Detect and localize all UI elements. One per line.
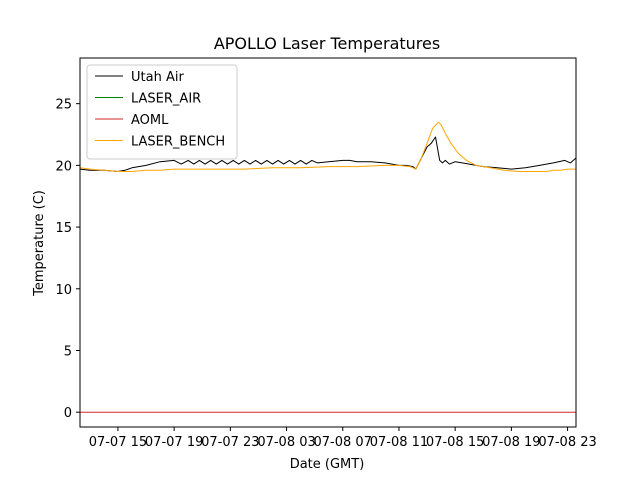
x-tick-label: 07-08 15 xyxy=(426,435,484,450)
x-tick-label: 07-08 07 xyxy=(314,435,372,450)
x-tick-label: 07-08 11 xyxy=(370,435,428,450)
series-line-laser-bench xyxy=(80,121,576,172)
x-tick-label: 07-07 23 xyxy=(201,435,259,450)
series-line-utah-air xyxy=(80,136,576,172)
x-tick-label: 07-07 19 xyxy=(145,435,203,450)
y-axis-ticks: 0 5 10 15 20 25 xyxy=(55,98,80,421)
legend-label-laser-bench: LASER_BENCH xyxy=(131,135,225,150)
legend-label-utah-air: Utah Air xyxy=(131,70,184,85)
x-tick-label: 07-07 15 xyxy=(89,435,147,450)
y-tick-label: 20 xyxy=(55,159,72,174)
axes-frame xyxy=(79,57,577,428)
y-tick-label: 25 xyxy=(55,98,72,113)
legend-box xyxy=(86,64,238,160)
legend-label-laser-air: LASER_AIR xyxy=(131,92,201,107)
x-axis-label: Date (GMT) xyxy=(290,457,365,472)
x-tick-label: 07-08 23 xyxy=(538,435,596,450)
y-axis-label: Temperature (C) xyxy=(32,190,47,297)
x-tick-label: 07-08 19 xyxy=(482,435,540,450)
y-tick-label: 0 xyxy=(64,406,72,421)
y-tick-label: 5 xyxy=(64,344,72,359)
series-group xyxy=(80,121,576,413)
y-tick-label: 15 xyxy=(55,221,72,236)
y-tick-label: 10 xyxy=(55,283,72,298)
chart-title: APOLLO Laser Temperatures xyxy=(214,34,440,53)
legend-label-aoml: AOML xyxy=(131,113,169,128)
legend: Utah Air LASER_AIR AOML LASER_BENCH xyxy=(86,64,238,160)
plot-area xyxy=(79,57,577,428)
x-tick-label: 07-08 03 xyxy=(257,435,315,450)
